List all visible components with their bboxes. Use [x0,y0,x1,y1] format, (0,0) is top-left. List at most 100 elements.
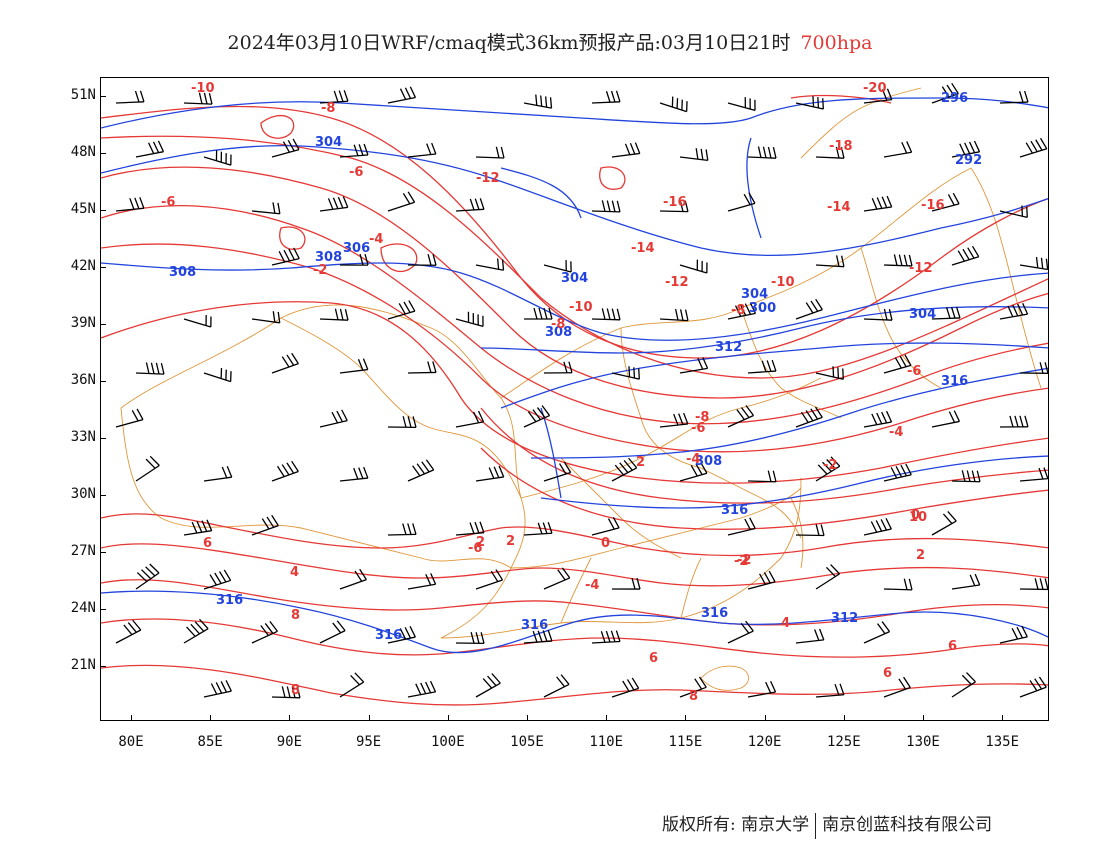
isotherm-line [380,243,418,272]
temperature-label: -16 [663,195,687,210]
temperature-label: -2 [737,553,751,568]
wind-barb [999,415,1029,428]
wind-barb [1019,362,1048,374]
wind-barb [387,86,417,104]
wind-barb [319,620,346,644]
temperature-label: -4 [889,425,903,440]
wind-barb [203,466,233,482]
temperature-label: -2 [823,458,837,473]
lon-label: 110E [589,734,624,750]
lon-tick [685,715,687,721]
wind-barb [679,357,709,374]
wind-barb [183,519,213,536]
height-contour-line [500,342,1048,409]
height-label: 312 [831,611,858,626]
height-label: 304 [315,135,342,150]
isotherm-line [279,226,306,250]
lat-label: 51N [70,87,96,103]
wind-barb [543,567,571,590]
wind-barb [319,409,348,428]
lat-tick [100,438,106,439]
lon-tick [131,715,132,721]
temperature-label: 0 [911,508,920,523]
wind-barb [455,632,485,644]
temperature-label: 8 [291,683,300,698]
wind-barb [387,191,416,212]
wind-barb [203,680,232,698]
wind-barb [407,573,437,590]
wind-barb [455,198,485,212]
province-borders [120,87,1042,691]
wind-barb [815,456,841,482]
wind-barb [135,455,160,482]
height-label: 306 [343,241,370,256]
wind-barb [591,90,621,104]
height-label: 292 [955,153,982,168]
temperature-label: 10 [909,510,927,525]
lat-tick [100,609,106,610]
wind-barb [931,410,961,428]
lat-label: 45N [70,201,96,217]
wind-barb [271,686,301,699]
temperature-label: -6 [468,541,482,556]
wind-barb [679,148,709,162]
wind-barb [659,412,689,428]
wind-barb [387,300,416,320]
lon-label: 95E [355,734,382,750]
footer-right: 南京创蓝科技有限公司 [822,815,993,835]
lat-label: 42N [70,258,96,274]
footer-separator [815,812,817,839]
wind-barb [475,258,505,271]
temperature-label: -14 [827,200,851,215]
wind-barb [931,82,959,104]
height-contour-line [101,590,1048,654]
lat-label: 36N [70,372,96,388]
temperature-label: -8 [321,101,335,116]
wind-barb [795,298,823,320]
wind-barb [747,146,777,159]
isotherm-line [101,543,1048,587]
isotherm-line [101,205,1048,425]
wind-barb [747,359,777,374]
lat-label: 21N [70,657,96,673]
temperature-label: 8 [291,608,300,623]
temperature-label: -8 [551,317,565,332]
temperature-label: -4 [369,232,383,247]
wind-barb [339,143,369,158]
wind-barb [251,311,281,324]
lat-tick [100,210,106,211]
height-label: 312 [715,340,742,355]
lon-tick [368,715,370,721]
wind-barb [543,260,572,273]
temperature-labels: -10-8-20-6 -12-18-6 -16 -14 -16-4-14-12-2 -12… [161,81,957,704]
wind-barb [795,628,825,644]
wind-barb [611,677,640,698]
wind-barb [747,470,777,483]
wind-barb [883,463,912,482]
wind-barb [339,253,369,266]
wind-barb [203,569,232,590]
temperature-label: 6 [883,666,892,681]
lat-label: 27N [70,543,96,559]
wind-barb [523,522,553,536]
height-label: 308 [545,325,572,340]
lon-tick [764,715,766,721]
wind-barb [115,197,145,212]
temperature-label: -8 [731,303,745,318]
temperature-label: 0 [601,536,610,551]
lon-tick [843,715,845,721]
wind-barb [591,200,621,213]
lon-label: 120E [747,734,782,750]
wind-barb [455,311,484,327]
isotherm-line [101,664,1048,706]
wind-barb [407,254,437,266]
height-contour-line [746,137,762,239]
wind-barb [659,96,688,113]
height-contour-line [101,144,1048,257]
wind-barb [931,192,960,212]
wind-barb [815,146,845,159]
wind-barb [135,563,160,590]
wind-barb [523,629,553,644]
wind-barb [475,465,505,482]
wind-barb [815,564,841,590]
